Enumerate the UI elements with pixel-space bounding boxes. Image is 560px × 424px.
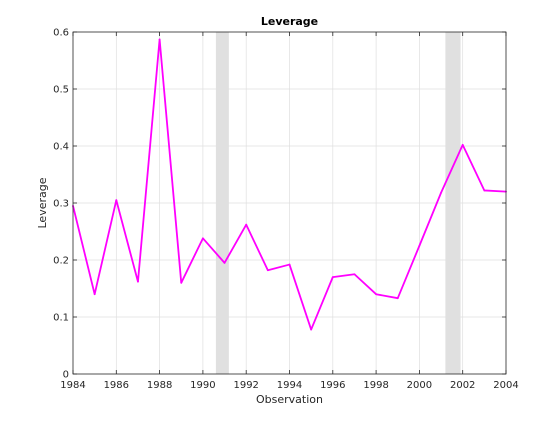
x-tick-label: 2002 xyxy=(450,380,475,391)
data-point xyxy=(310,328,313,331)
x-tick-label: 1994 xyxy=(277,380,302,391)
data-point xyxy=(245,223,248,226)
x-tick-label: 1988 xyxy=(147,380,172,391)
data-point xyxy=(223,261,226,264)
y-tick-label: 0.1 xyxy=(53,313,69,324)
data-point xyxy=(461,143,464,146)
x-axis-label: Observation xyxy=(256,393,323,406)
x-tick-label: 1992 xyxy=(233,380,258,391)
data-point xyxy=(440,191,442,194)
data-point xyxy=(137,280,139,283)
x-tick-label: 1986 xyxy=(104,380,129,391)
data-point xyxy=(202,237,204,240)
y-axis-ticks: 0 0.1 0.2 0.3 0.4 0.5 0.6 xyxy=(53,28,506,381)
data-point xyxy=(115,199,118,202)
x-tick-label: 1996 xyxy=(320,380,345,391)
y-tick-label: 0.5 xyxy=(53,85,69,96)
y-tick-label: 0.6 xyxy=(53,28,69,39)
data-point xyxy=(483,189,486,192)
data-point xyxy=(396,297,399,300)
y-tick-label: 0 xyxy=(63,370,69,381)
data-point xyxy=(353,273,356,276)
x-tick-label: 1990 xyxy=(190,380,215,391)
data-point xyxy=(375,293,377,296)
x-tick-label: 2004 xyxy=(493,380,518,391)
data-point xyxy=(288,263,291,266)
data-point xyxy=(180,281,183,284)
data-point xyxy=(158,38,161,41)
data-point xyxy=(266,269,269,272)
chart-title: Leverage xyxy=(261,15,318,28)
x-tick-label: 1984 xyxy=(60,380,85,391)
y-tick-label: 0.4 xyxy=(53,142,69,153)
data-point xyxy=(418,244,421,247)
y-axis-label: Leverage xyxy=(36,177,49,228)
x-axis-ticks: 1984 1986 1988 1990 1992 1994 1996 1998 2000 2002… xyxy=(60,32,519,391)
y-tick-label: 0.2 xyxy=(53,256,69,267)
x-tick-label: 1998 xyxy=(363,380,388,391)
grid-lines xyxy=(73,32,506,374)
data-point xyxy=(93,293,96,296)
x-tick-label: 2000 xyxy=(407,380,432,391)
data-point xyxy=(331,276,334,278)
y-tick-label: 0.3 xyxy=(53,199,69,210)
